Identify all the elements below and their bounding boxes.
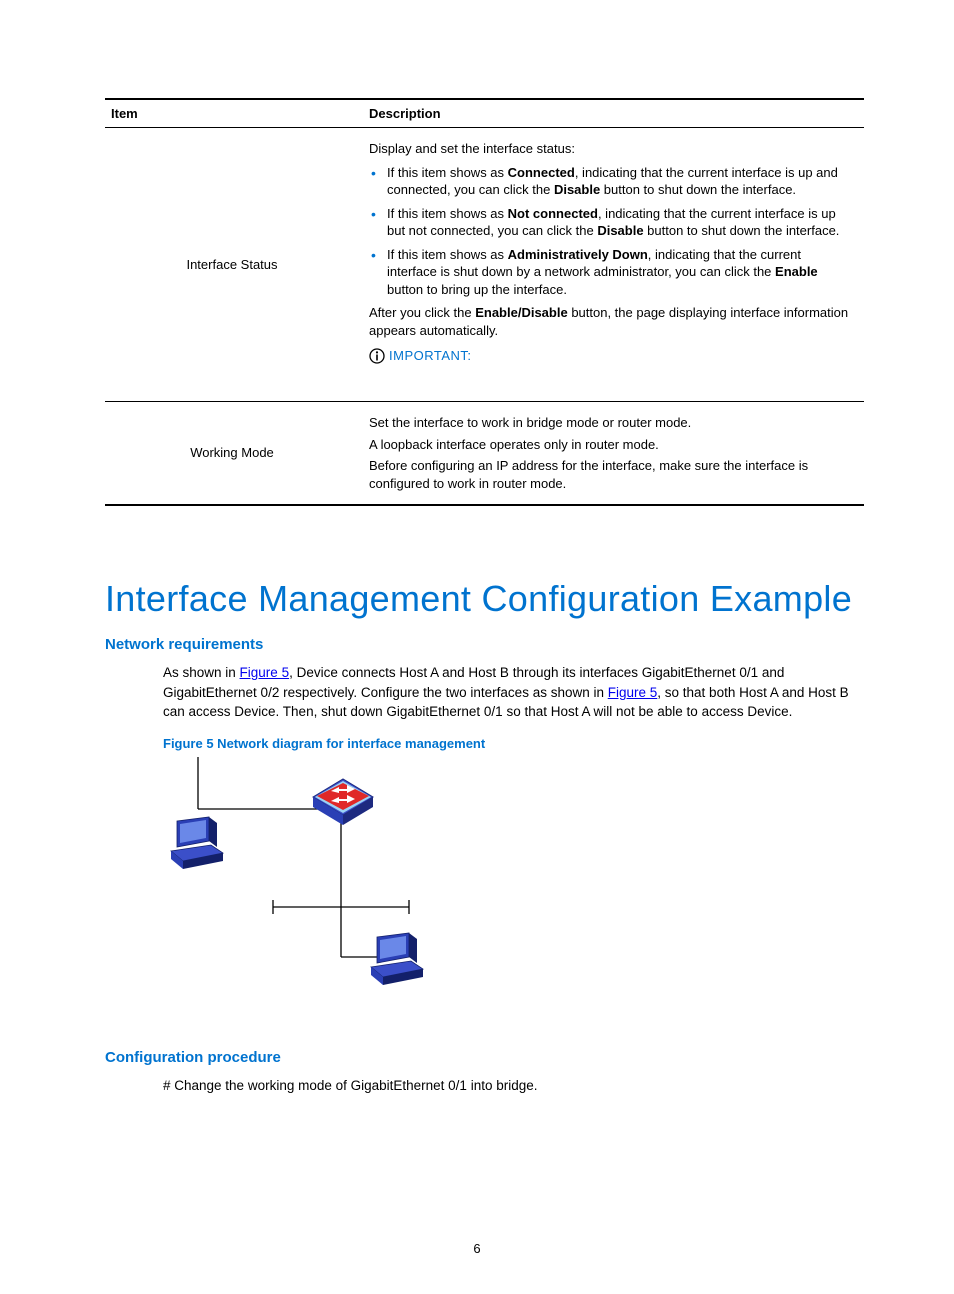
network-diagram xyxy=(163,757,443,993)
desc-p: Before configuring an IP address for the… xyxy=(369,457,854,492)
page-number: 6 xyxy=(0,1241,954,1256)
list-item: If this item shows as Connected, indicat… xyxy=(369,164,854,199)
desc-p: Set the interface to work in bridge mode… xyxy=(369,414,854,432)
config-proc-text: # Change the working mode of GigabitEthe… xyxy=(163,1076,864,1096)
important-callout: IMPORTANT: xyxy=(369,347,854,365)
cell-desc: Display and set the interface status: If… xyxy=(363,128,864,402)
configuration-procedure-heading: Configuration procedure xyxy=(105,1049,864,1066)
th-item: Item xyxy=(105,99,363,128)
figure-5-link[interactable]: Figure 5 xyxy=(608,685,658,700)
alert-icon xyxy=(369,348,385,364)
network-req-paragraph: As shown in Figure 5, Device connects Ho… xyxy=(163,663,864,722)
list-item: If this item shows as Not connected, ind… xyxy=(369,205,854,240)
desc-intro: Display and set the interface status: xyxy=(369,140,854,158)
list-item: If this item shows as Administratively D… xyxy=(369,246,854,299)
cell-item: Interface Status xyxy=(105,128,363,402)
cell-desc: Set the interface to work in bridge mode… xyxy=(363,402,864,506)
desc-p: A loopback interface operates only in ro… xyxy=(369,436,854,454)
figure-caption: Figure 5 Network diagram for interface m… xyxy=(163,736,864,751)
th-desc: Description xyxy=(363,99,864,128)
table-row: Working Mode Set the interface to work i… xyxy=(105,402,864,506)
network-requirements-heading: Network requirements xyxy=(105,636,864,653)
config-table: Item Description Interface Status Displa… xyxy=(105,98,864,506)
important-label: IMPORTANT: xyxy=(389,347,472,365)
page-title: Interface Management Configuration Examp… xyxy=(105,578,864,620)
desc-after: After you click the Enable/Disable butto… xyxy=(369,304,854,339)
cell-item: Working Mode xyxy=(105,402,363,506)
figure-5-link[interactable]: Figure 5 xyxy=(240,665,290,680)
table-row: Interface Status Display and set the int… xyxy=(105,128,864,402)
